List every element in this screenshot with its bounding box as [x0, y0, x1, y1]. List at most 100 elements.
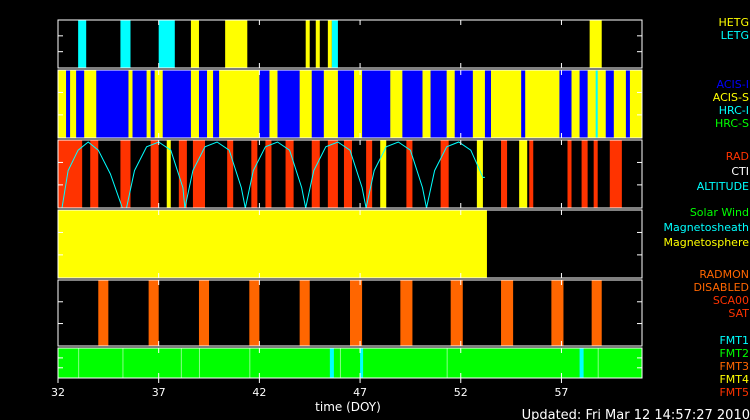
segment-grating — [158, 20, 175, 68]
segment-format — [329, 348, 334, 378]
segment-instrument — [277, 70, 300, 138]
altitude-line — [61, 141, 485, 209]
segment-radmon — [148, 280, 159, 346]
segment-radiation — [406, 140, 413, 208]
segment-radiation — [380, 140, 387, 208]
legend-format-label: FMT1 — [719, 334, 749, 347]
segment-instrument — [213, 70, 220, 138]
segment-radmon — [198, 280, 210, 346]
segment-radmon — [501, 280, 514, 346]
panel-environment — [57, 209, 643, 279]
segment-radiation — [529, 140, 534, 208]
segment-format — [122, 348, 124, 378]
legend-format-label: FMT4 — [719, 373, 749, 386]
segment-radmon — [98, 280, 109, 346]
segment-radmon — [551, 280, 564, 346]
panel-radiation — [57, 139, 643, 209]
segment-radiation — [90, 140, 99, 208]
segment-instrument — [132, 70, 147, 138]
segment-instrument — [625, 70, 630, 138]
panel-radiation-frame — [57, 139, 643, 209]
legend-grating-label: HETG — [719, 16, 749, 29]
panel-environment-frame — [57, 209, 643, 279]
segment-radiation — [265, 140, 272, 208]
segment-grating — [589, 20, 602, 68]
segment-format — [339, 348, 341, 378]
segment-instrument — [559, 70, 572, 138]
segment-instrument — [311, 70, 324, 138]
segment-radmon — [591, 280, 602, 346]
legend-radmon-label: DISABLED — [693, 281, 749, 294]
panel-format-frame — [57, 347, 643, 379]
segment-format — [446, 348, 448, 378]
panel-radmon-frame — [57, 279, 643, 347]
legend-grating-label: LETG — [721, 29, 749, 42]
segment-format — [597, 348, 599, 378]
segment-radiation — [227, 140, 234, 208]
segment-instrument — [454, 70, 473, 138]
legend-instrument-label: HRC-I — [719, 104, 749, 117]
segment-instrument — [605, 70, 614, 138]
legend-radiation-label: ALTITUDE — [697, 180, 749, 193]
segment-format — [249, 348, 251, 378]
segment-instrument — [198, 70, 208, 138]
segment-radiation — [581, 140, 588, 208]
segment-instrument — [259, 70, 270, 138]
segment-radiation — [501, 140, 508, 208]
legend-format-label: FMT2 — [719, 347, 749, 360]
segment-format — [180, 348, 182, 378]
segment-radiation — [150, 140, 159, 208]
segment-grating — [331, 20, 338, 68]
segment-radiation — [567, 140, 572, 208]
segment-radiation — [58, 140, 83, 208]
legend-instrument-label: ACIS-I — [717, 78, 749, 91]
segment-instrument — [579, 70, 588, 138]
x-tick-label: 42 — [252, 386, 266, 399]
panel-radmon — [57, 279, 643, 347]
segment-radiation — [166, 140, 171, 208]
x-tick-label: 37 — [152, 386, 166, 399]
segment-format — [78, 348, 80, 378]
x-tick-label: 57 — [554, 386, 568, 399]
segment-radiation — [120, 140, 131, 208]
segment-instrument — [402, 70, 423, 138]
legend-radmon-label: RADMON — [699, 268, 749, 281]
legend-radmon-label: SAT — [728, 307, 749, 320]
segment-radmon — [299, 280, 310, 346]
panel-format-fill — [58, 348, 642, 378]
segment-radiation — [593, 140, 598, 208]
segment-grating — [225, 20, 248, 68]
panel-format — [57, 347, 643, 379]
segment-grating — [190, 20, 199, 68]
segment-radmon — [350, 280, 363, 346]
x-tick-label: 52 — [454, 386, 468, 399]
segment-radiation — [192, 140, 206, 208]
segment-radiation — [609, 140, 622, 208]
segment-radiation — [251, 140, 258, 208]
legend-environment-label: Solar Wind — [690, 206, 749, 219]
panel-instrument-frame — [57, 69, 643, 139]
segment-radiation — [178, 140, 187, 208]
segment-instrument — [484, 70, 491, 138]
segment-format — [198, 348, 200, 378]
segment-instrument — [430, 70, 447, 138]
segment-grating — [120, 20, 131, 68]
legend-instrument-label: HRC-S — [715, 117, 749, 130]
update-timestamp: Updated: Fri Mar 12 14:57:27 2010 — [522, 408, 750, 420]
legend-instrument-label: ACIS-S — [713, 91, 749, 104]
legend-format-label: FMT3 — [719, 360, 749, 373]
x-axis: 32 37 42 47 52 57 — [51, 378, 568, 399]
legend-format-label: FMT5 — [719, 386, 749, 399]
segment-instrument — [595, 70, 598, 138]
legend-environment-label: Magnetosphere — [664, 236, 750, 249]
legend-radiation-label: RAD — [726, 150, 749, 163]
segment-instrument — [66, 70, 71, 138]
segment-grating — [305, 20, 310, 68]
x-tick-label: 47 — [353, 386, 367, 399]
segment-instrument — [521, 70, 526, 138]
segment-radmon — [450, 280, 463, 346]
legend-radmon-label: SCA00 — [713, 294, 749, 307]
segment-radiation — [366, 140, 373, 208]
segment-grating — [315, 20, 320, 68]
